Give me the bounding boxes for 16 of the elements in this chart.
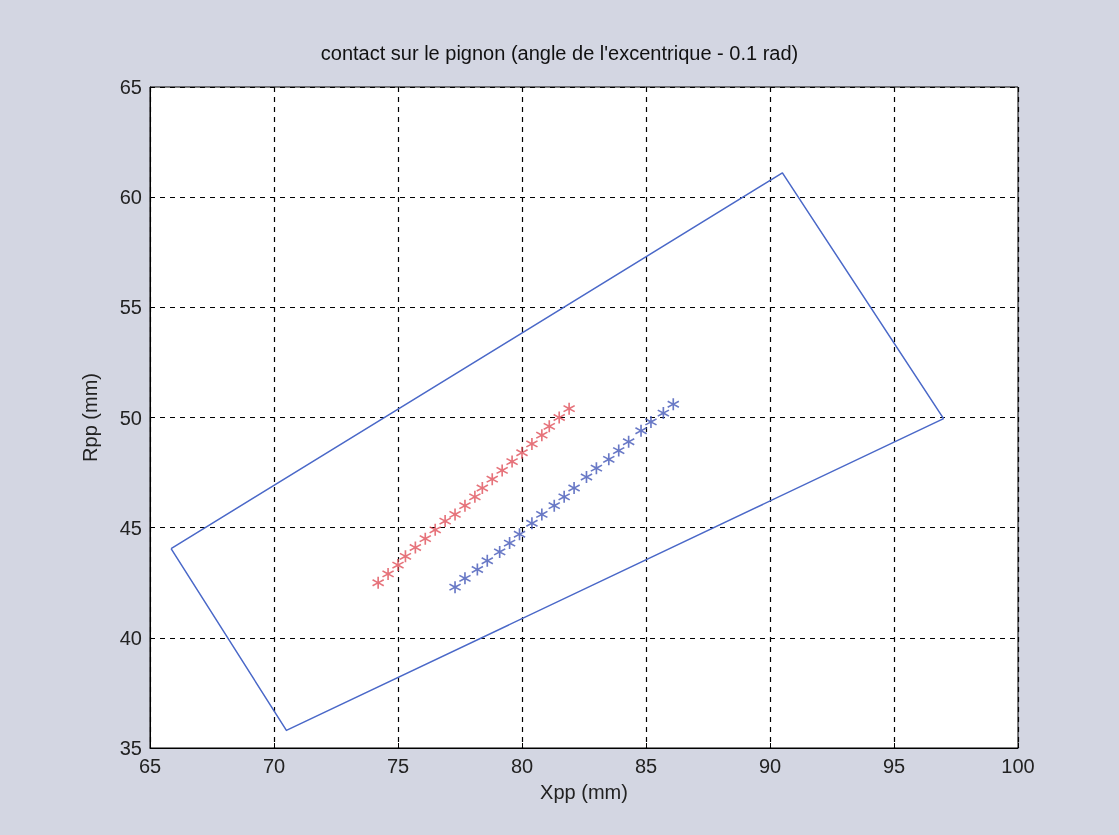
- x-axis-title: Xpp (mm): [540, 781, 628, 803]
- y-tick-label: 65: [119, 76, 142, 98]
- chart-title: contact sur le pignon (angle de l'excentrique - 0.1 rad): [320, 42, 799, 64]
- y-axis-title: Rpp (mm): [79, 373, 101, 462]
- x-tick-label: 90: [758, 755, 782, 777]
- x-tick-label: 75: [386, 755, 410, 777]
- y-tick-label: 50: [119, 406, 142, 429]
- y-tick-label: 40: [119, 626, 142, 649]
- x-tick-label: 70: [262, 755, 286, 777]
- y-tick-label: 60: [119, 186, 142, 209]
- x-tick-label: 100: [1001, 755, 1035, 777]
- y-tick-label: 45: [119, 516, 142, 539]
- x-tick-label: 85: [634, 755, 658, 777]
- x-tick-label: 95: [882, 755, 906, 777]
- y-tick-label: 55: [119, 296, 142, 319]
- x-tick-label: 80: [510, 755, 534, 777]
